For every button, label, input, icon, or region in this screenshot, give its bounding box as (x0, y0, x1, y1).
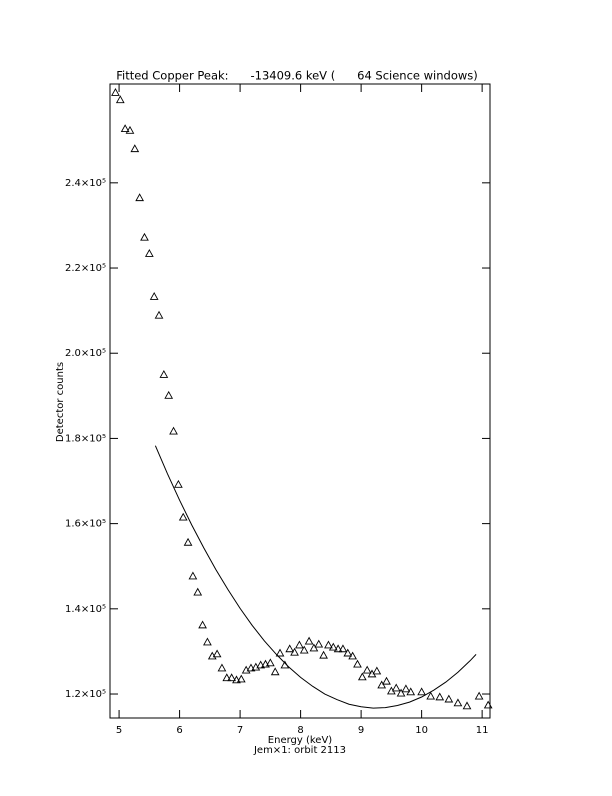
data-point (435, 692, 445, 701)
y-tick-label: 1.8×10⁵ (65, 433, 106, 444)
data-point (377, 680, 387, 689)
data-point (348, 651, 358, 660)
x-tick-label: 10 (415, 725, 428, 736)
data-point (426, 691, 436, 700)
data-point (382, 676, 391, 685)
y-tick-label: 2.2×10⁵ (65, 263, 106, 274)
x-tick-label: 5 (116, 725, 122, 736)
data-point (372, 666, 382, 675)
data-point (135, 193, 145, 202)
data-point (290, 647, 299, 656)
data-point (319, 650, 328, 659)
data-point (164, 390, 174, 399)
data-point (159, 369, 169, 378)
data-point (357, 672, 367, 681)
data-point (125, 125, 135, 134)
subtitle: Jem×1: orbit 2113 (253, 745, 346, 756)
y-tick-label: 2.0×10⁵ (65, 348, 106, 359)
data-point (207, 651, 217, 660)
data-point (299, 645, 309, 654)
data-point (193, 587, 203, 596)
data-point (295, 640, 304, 649)
data-point (474, 691, 484, 700)
data-point (232, 675, 241, 684)
data-point (241, 665, 251, 674)
data-point (140, 232, 149, 241)
data-point (338, 644, 348, 653)
data-point (417, 687, 426, 696)
data-point (149, 292, 159, 300)
y-tick-label: 1.2×10⁵ (65, 689, 106, 700)
data-point (115, 95, 125, 104)
data-point (362, 665, 372, 674)
data-point (401, 684, 411, 693)
y-tick-label: 1.4×10⁵ (65, 604, 106, 615)
data-point (188, 571, 198, 580)
data-point (343, 648, 353, 657)
data-point (217, 663, 227, 672)
y-axis-label: Detector counts (55, 362, 66, 442)
data-point (444, 694, 454, 703)
x-tick-label: 11 (476, 725, 489, 736)
data-point (227, 673, 236, 682)
data-point (154, 310, 164, 319)
x-tick-label: 8 (297, 725, 303, 736)
x-tick-label: 7 (237, 725, 243, 736)
data-point (270, 667, 280, 676)
data-point (483, 700, 493, 709)
data-point (328, 642, 338, 651)
data-point (120, 124, 130, 133)
data-point (222, 673, 232, 682)
data-point (212, 649, 222, 658)
data-point (396, 688, 406, 697)
data-point (309, 643, 319, 652)
x-tick-label: 6 (176, 725, 182, 736)
data-point (130, 144, 140, 153)
data-point (169, 426, 178, 435)
data-point (265, 658, 275, 667)
data-point (333, 644, 343, 653)
data-point (236, 674, 246, 683)
data-point (111, 87, 120, 96)
data-point (314, 639, 324, 648)
data-point (174, 479, 183, 488)
data-point (203, 637, 212, 646)
data-point (406, 687, 416, 696)
data-point (453, 698, 463, 707)
data-point (178, 512, 188, 521)
data-point (144, 249, 154, 257)
data-point (256, 660, 266, 669)
y-tick-label: 1.6×10⁵ (65, 519, 106, 530)
data-point (285, 644, 295, 653)
data-point (246, 663, 256, 672)
data-point (275, 648, 285, 657)
data-point (183, 537, 193, 546)
x-axis-label: Energy (keV) (268, 735, 333, 746)
plot-frame (109, 83, 491, 719)
chart-title: Fitted Copper Peak: -13409.6 keV ( 64 Sc… (116, 69, 478, 83)
data-point (304, 636, 314, 645)
x-tick-label: 9 (358, 725, 364, 736)
data-point (261, 659, 270, 668)
data-point (391, 683, 401, 692)
data-point (324, 640, 333, 649)
y-tick-label: 2.4×10⁵ (65, 178, 106, 189)
data-point (198, 620, 207, 629)
data-point (353, 659, 362, 668)
fit-curve (154, 445, 477, 709)
data-point (462, 701, 472, 710)
